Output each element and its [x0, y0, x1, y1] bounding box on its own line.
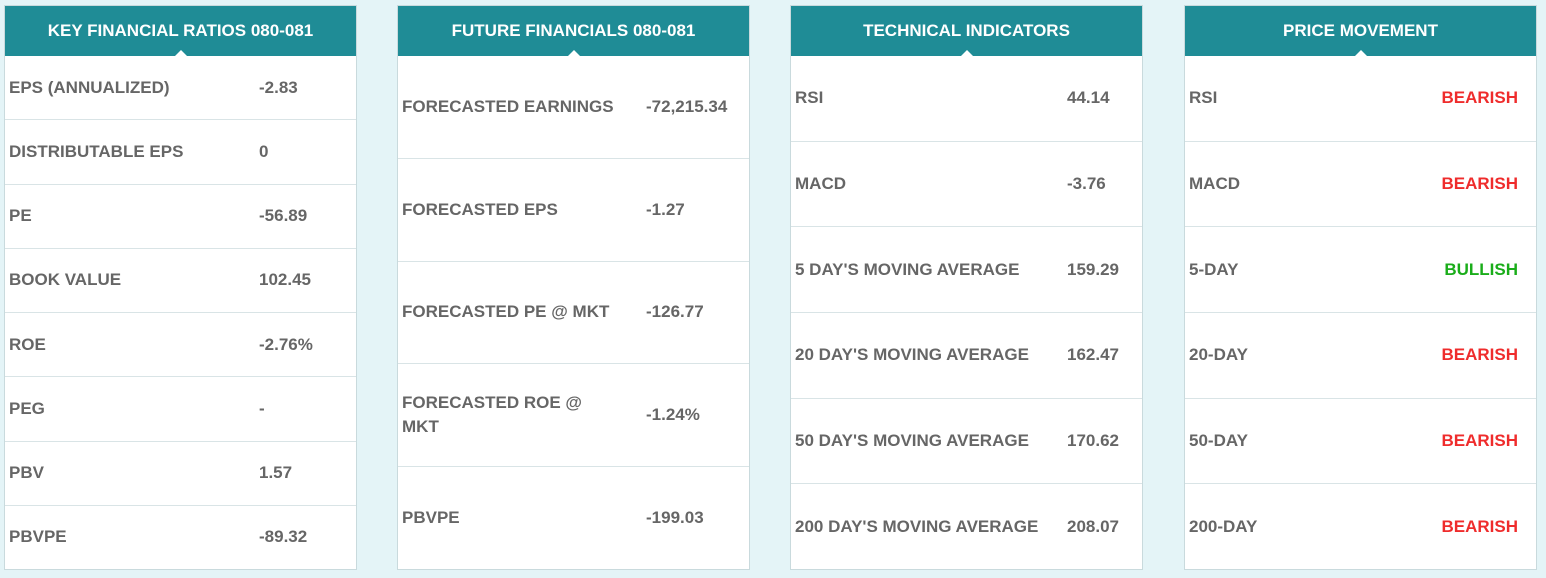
- row-value: 170.62: [1067, 431, 1119, 451]
- table-row: PBVPE -199.03: [398, 466, 749, 569]
- table-row: 50-DAY BEARISH: [1185, 397, 1536, 484]
- table-row: DISTRIBUTABLE EPS 0: [5, 119, 356, 183]
- table-row: 20 DAY'S MOVING AVERAGE 162.47: [791, 312, 1142, 398]
- signal-badge: BEARISH: [1441, 345, 1518, 365]
- row-label: MACD: [795, 174, 846, 193]
- row-value: 44.14: [1067, 88, 1110, 108]
- row-value: -1.27: [646, 199, 685, 219]
- row-label: PEG: [9, 398, 45, 418]
- row-label: PBVPE: [402, 508, 460, 528]
- row-label: FORECASTED EPS: [402, 199, 558, 219]
- table-row: PE -56.89: [5, 183, 356, 248]
- table-row: ROE -2.76%: [5, 312, 356, 376]
- signal-badge: BEARISH: [1441, 88, 1518, 108]
- row-label: FORECASTED EARNINGS: [402, 96, 614, 116]
- future-financials-panel: FUTURE FINANCIALS 080-081 FORECASTED EAR…: [397, 5, 750, 570]
- signal-badge: BULLISH: [1444, 259, 1518, 279]
- row-value: -199.03: [646, 508, 704, 528]
- row-label: 20 DAY'S MOVING AVERAGE: [795, 345, 1029, 365]
- panel-title: FUTURE FINANCIALS 080-081: [398, 6, 749, 57]
- row-label: 20-DAY: [1189, 345, 1248, 365]
- table-row: 50 DAY'S MOVING AVERAGE 170.62: [791, 397, 1142, 484]
- price-movement-panel: PRICE MOVEMENT RSI BEARISH MACD BEARISH 5-…: [1184, 5, 1537, 570]
- panel-title: PRICE MOVEMENT: [1185, 6, 1536, 57]
- table-row: 5-DAY BULLISH: [1185, 226, 1536, 312]
- table-row: FORECASTED PE @ MKT -126.77: [398, 260, 749, 364]
- row-label: RSI: [1189, 88, 1218, 108]
- table-row: RSI 44.14: [791, 56, 1142, 141]
- row-label: PBVPE: [9, 527, 67, 547]
- row-value: -126.77: [646, 302, 704, 322]
- key-financial-ratios-panel: KEY FINANCIAL RATIOS 080-081 EPS (ANNUAL…: [4, 5, 357, 570]
- row-value: 102.45: [259, 270, 311, 290]
- table-row: MACD -3.76: [791, 140, 1142, 227]
- row-label: 50-DAY: [1189, 431, 1248, 451]
- row-label: FORECASTED ROE @ MKT: [402, 393, 582, 437]
- signal-badge: BEARISH: [1441, 516, 1518, 536]
- table-row: FORECASTED EARNINGS -72,215.34: [398, 56, 749, 158]
- table-row: 20-DAY BEARISH: [1185, 312, 1536, 398]
- row-value: -89.32: [259, 527, 308, 547]
- row-label: ROE: [9, 334, 46, 354]
- row-value: 1.57: [259, 463, 293, 483]
- row-label: PBV: [9, 463, 44, 483]
- row-label: RSI: [795, 88, 824, 108]
- row-label: 200-DAY: [1189, 516, 1258, 536]
- row-value: -72,215.34: [646, 96, 728, 116]
- panel-title: TECHNICAL INDICATORS: [791, 6, 1142, 57]
- panel-title: KEY FINANCIAL RATIOS 080-081: [5, 6, 356, 57]
- row-label: PE: [9, 206, 32, 226]
- table-row: EPS (ANNUALIZED) -2.83: [5, 56, 356, 119]
- row-label: 50 DAY'S MOVING AVERAGE: [795, 431, 1029, 451]
- row-label: 5 DAY'S MOVING AVERAGE: [795, 259, 1020, 279]
- row-value: -56.89: [259, 206, 308, 226]
- table-row: FORECASTED EPS -1.27: [398, 157, 749, 261]
- table-row: 200 DAY'S MOVING AVERAGE 208.07: [791, 483, 1142, 569]
- row-value: -1.24%: [646, 405, 700, 425]
- row-value: 159.29: [1067, 259, 1119, 279]
- row-label: DISTRIBUTABLE EPS: [9, 141, 184, 161]
- table-row: BOOK VALUE 102.45: [5, 247, 356, 312]
- row-label: FORECASTED PE @ MKT: [402, 302, 610, 322]
- row-value: -2.76%: [259, 334, 313, 354]
- table-row: MACD BEARISH: [1185, 140, 1536, 227]
- row-value: -: [259, 398, 265, 418]
- table-row: RSI BEARISH: [1185, 56, 1536, 141]
- row-label: BOOK VALUE: [9, 270, 122, 290]
- table-row: PBV 1.57: [5, 440, 356, 505]
- table-row: 200-DAY BEARISH: [1185, 483, 1536, 569]
- row-value: 208.07: [1067, 516, 1119, 536]
- row-value: -3.76: [1067, 174, 1106, 193]
- table-row: PBVPE -89.32: [5, 504, 356, 569]
- signal-badge: BEARISH: [1441, 431, 1518, 451]
- table-row: PEG -: [5, 376, 356, 440]
- row-value: -2.83: [259, 77, 298, 97]
- row-label: EPS (ANNUALIZED): [9, 77, 170, 97]
- row-value: 0: [259, 141, 269, 161]
- row-label: MACD: [1189, 174, 1240, 193]
- table-row: 5 DAY'S MOVING AVERAGE 159.29: [791, 226, 1142, 312]
- technical-indicators-panel: TECHNICAL INDICATORS RSI 44.14 MACD -3.76 …: [790, 5, 1143, 570]
- signal-badge: BEARISH: [1441, 174, 1518, 193]
- row-label: 5-DAY: [1189, 259, 1239, 279]
- table-row: FORECASTED ROE @ MKT -1.24%: [398, 363, 749, 466]
- row-label: 200 DAY'S MOVING AVERAGE: [795, 516, 1039, 536]
- row-value: 162.47: [1067, 345, 1119, 365]
